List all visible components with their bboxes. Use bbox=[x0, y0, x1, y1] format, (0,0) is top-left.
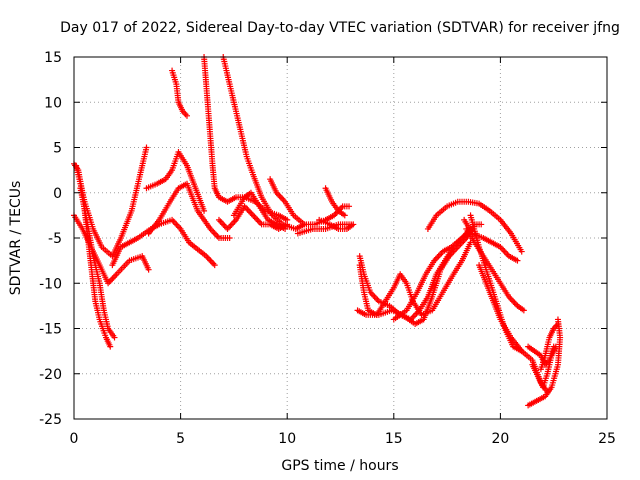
data-point bbox=[183, 112, 190, 119]
x-axis-label: GPS time / hours bbox=[281, 458, 398, 474]
x-tick-label: 15 bbox=[385, 431, 403, 447]
series-s8 bbox=[169, 67, 190, 119]
y-tick-label: 5 bbox=[53, 141, 62, 157]
data-point bbox=[282, 225, 289, 232]
data-point bbox=[346, 203, 353, 210]
data-point bbox=[520, 307, 527, 314]
x-tick-labels: 0 5 10 15 20 25 bbox=[70, 431, 616, 447]
data-point bbox=[478, 221, 485, 228]
y-tick-label: 10 bbox=[44, 95, 62, 111]
series-s12 bbox=[230, 189, 289, 232]
grid-lines bbox=[74, 57, 607, 419]
axis-ticks bbox=[73, 56, 608, 420]
plot-frame bbox=[73, 56, 608, 420]
series-s22 bbox=[461, 216, 521, 264]
y-tick-label: -15 bbox=[39, 322, 62, 338]
data-point bbox=[284, 221, 291, 228]
data-point bbox=[518, 248, 525, 255]
series-s18 bbox=[356, 239, 474, 318]
series-s10 bbox=[220, 54, 308, 232]
y-tick-label: -10 bbox=[39, 276, 62, 292]
data-point bbox=[111, 334, 118, 341]
data-points bbox=[71, 54, 564, 409]
data-point bbox=[552, 343, 559, 350]
series-s21 bbox=[424, 198, 525, 255]
series-s24 bbox=[467, 212, 525, 355]
series-s6 bbox=[143, 149, 208, 214]
y-tick-label: -5 bbox=[48, 231, 62, 247]
x-tick-label: 0 bbox=[70, 431, 79, 447]
series-s28 bbox=[537, 320, 561, 373]
y-tick-label: 15 bbox=[44, 50, 62, 66]
series-s16 bbox=[322, 185, 348, 219]
y-tick-labels: -25 -20 -15 -10 -5 0 5 10 15 bbox=[39, 50, 62, 428]
series-s19 bbox=[354, 221, 485, 327]
series-s5 bbox=[109, 216, 218, 269]
x-tick-label: 20 bbox=[491, 431, 509, 447]
data-point bbox=[341, 212, 348, 219]
data-point bbox=[145, 266, 152, 273]
x-tick-label: 5 bbox=[176, 431, 185, 447]
y-axis-label: SDTVAR / TECUs bbox=[8, 181, 24, 296]
series-s7 bbox=[145, 180, 233, 241]
data-point bbox=[201, 207, 208, 214]
x-tick-label: 25 bbox=[598, 431, 616, 447]
y-tick-label: -25 bbox=[39, 412, 62, 428]
series-s4 bbox=[73, 144, 150, 260]
series-s29 bbox=[529, 343, 559, 391]
data-point bbox=[107, 343, 114, 350]
chart-title: Day 017 of 2022, Sidereal Day-to-day VTE… bbox=[60, 20, 620, 36]
data-point bbox=[554, 320, 561, 327]
data-point bbox=[350, 221, 357, 228]
y-tick-label: -20 bbox=[39, 367, 62, 383]
data-point bbox=[211, 262, 218, 269]
series-s1 bbox=[71, 212, 152, 287]
data-point bbox=[226, 235, 233, 241]
data-point bbox=[143, 144, 150, 151]
y-tick-label: 0 bbox=[53, 186, 62, 202]
series-s15 bbox=[316, 216, 357, 232]
x-tick-label: 10 bbox=[278, 431, 296, 447]
data-point bbox=[514, 257, 521, 264]
